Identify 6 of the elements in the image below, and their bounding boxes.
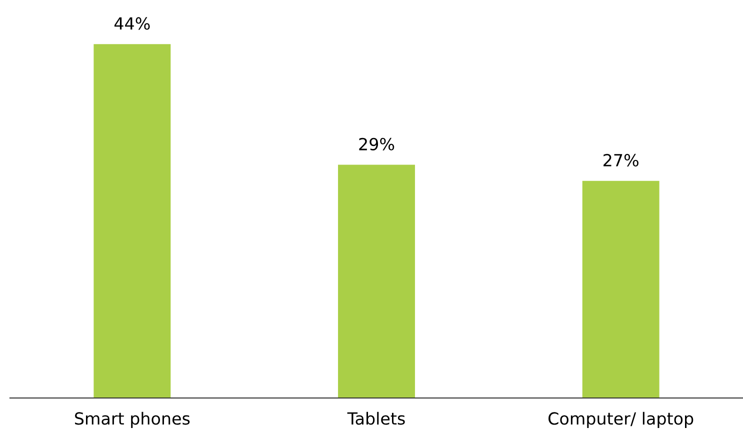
x-tick-label: Smart phones [74,412,190,428]
data-label: 44% [114,17,150,30]
x-tick-label: Computer/ laptop [548,412,694,428]
data-label: 27% [604,154,638,167]
data-label: 29% [359,138,394,150]
x-tick-label: Tablets [347,412,405,425]
